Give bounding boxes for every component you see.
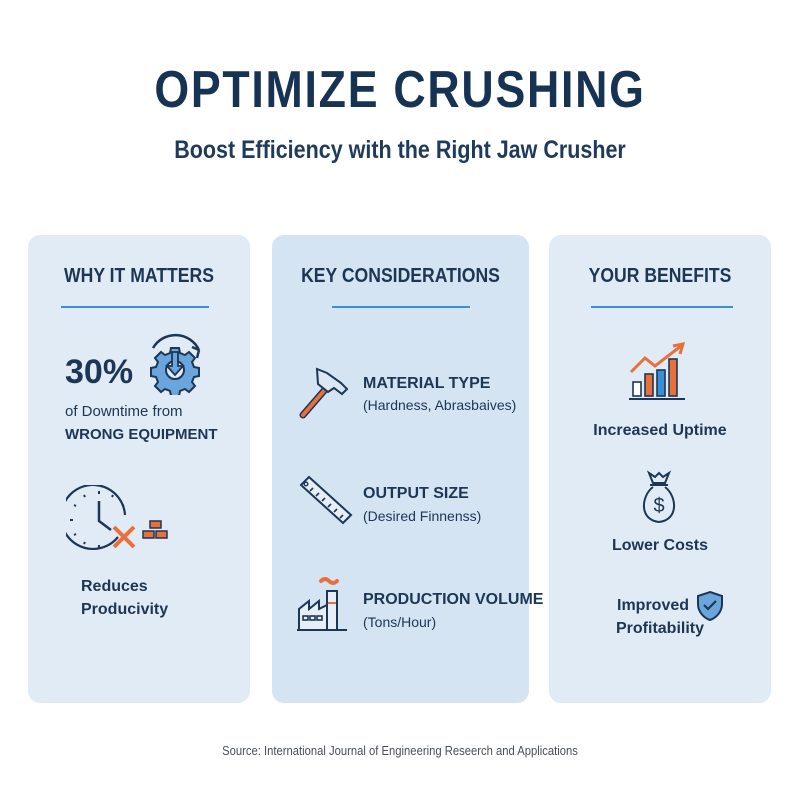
shield-check-icon [697, 590, 723, 622]
divider [61, 306, 209, 308]
clock-cross-bricks-icon [66, 485, 168, 551]
effect-line1: Reduces [81, 578, 148, 595]
divider [332, 306, 470, 308]
page-title: OPTIMIZE CRUSHING [154, 61, 646, 119]
hammer-icon [299, 367, 349, 419]
effect-line2: Producivity [81, 601, 169, 618]
card-title: WHY IT MATTERS [64, 265, 214, 287]
benefit-label-line2: Profitability [616, 620, 705, 637]
consideration-detail: (Tons/Hour) [363, 614, 437, 630]
consideration-label: PRODUCTION VOLUME [363, 591, 544, 608]
consideration-detail: (Desired Finnenss) [363, 508, 482, 524]
growth-chart-icon [629, 342, 686, 400]
factory-icon [297, 577, 347, 631]
consideration-detail: (Hardness, Abrasbaives) [363, 397, 517, 413]
benefit-label: Increased Uptime [593, 422, 727, 439]
card-why-it-matters: WHY IT MATTERS 30% of Downtime from WRON… [28, 235, 250, 703]
gear-download-cycle-icon [150, 333, 201, 395]
stat-description-line1: of Downtime from [65, 403, 183, 420]
divider [591, 306, 733, 308]
svg-text:$: $ [653, 495, 664, 517]
page-subtitle: Boost Efficiency with the Right Jaw Crus… [174, 136, 626, 164]
benefit-label-line1: Improved [617, 597, 690, 614]
stat-value: 30% [65, 353, 134, 391]
consideration-label: OUTPUT SIZE [363, 485, 469, 502]
consideration-label: MATERIAL TYPE [363, 375, 491, 392]
benefit-label: Lower Costs [611, 537, 708, 554]
card-title: YOUR BENEFITS [588, 265, 732, 287]
card-your-benefits: YOUR BENEFITS Increased Uptime $ Lower C… [549, 235, 771, 703]
ruler-icon [299, 475, 353, 525]
card-key-considerations: KEY CONSIDERATIONS MATERIAL TYPE (Hardne… [272, 235, 543, 703]
source-citation: Source: International Journal of Enginee… [222, 744, 578, 758]
card-title: KEY CONSIDERATIONS [301, 265, 500, 287]
money-bag-icon: $ [643, 470, 675, 524]
stat-description-line2: WRONG EQUIPMENT [65, 426, 218, 443]
